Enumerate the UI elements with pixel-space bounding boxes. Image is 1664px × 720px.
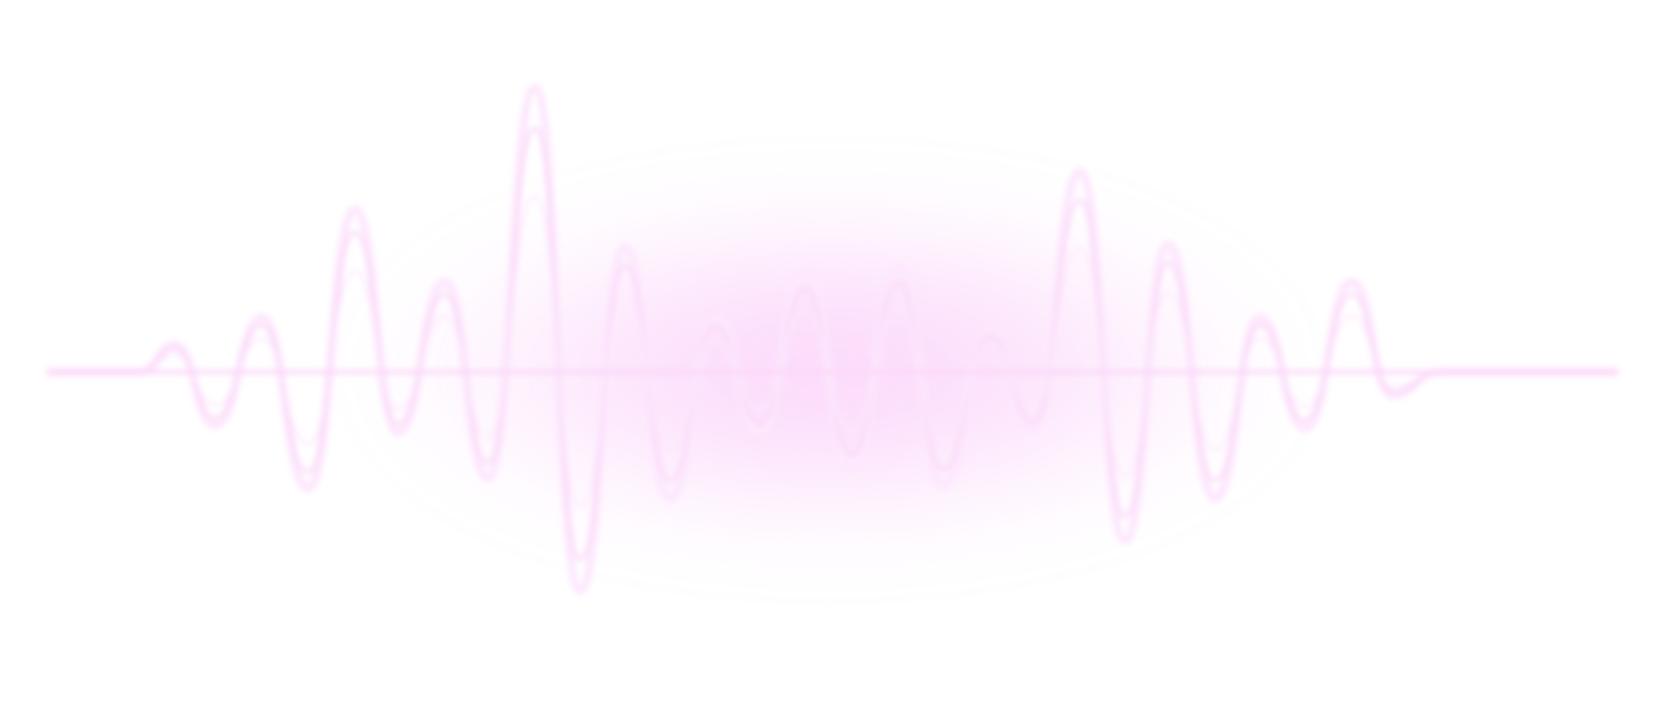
- waveform: [45, 83, 1620, 595]
